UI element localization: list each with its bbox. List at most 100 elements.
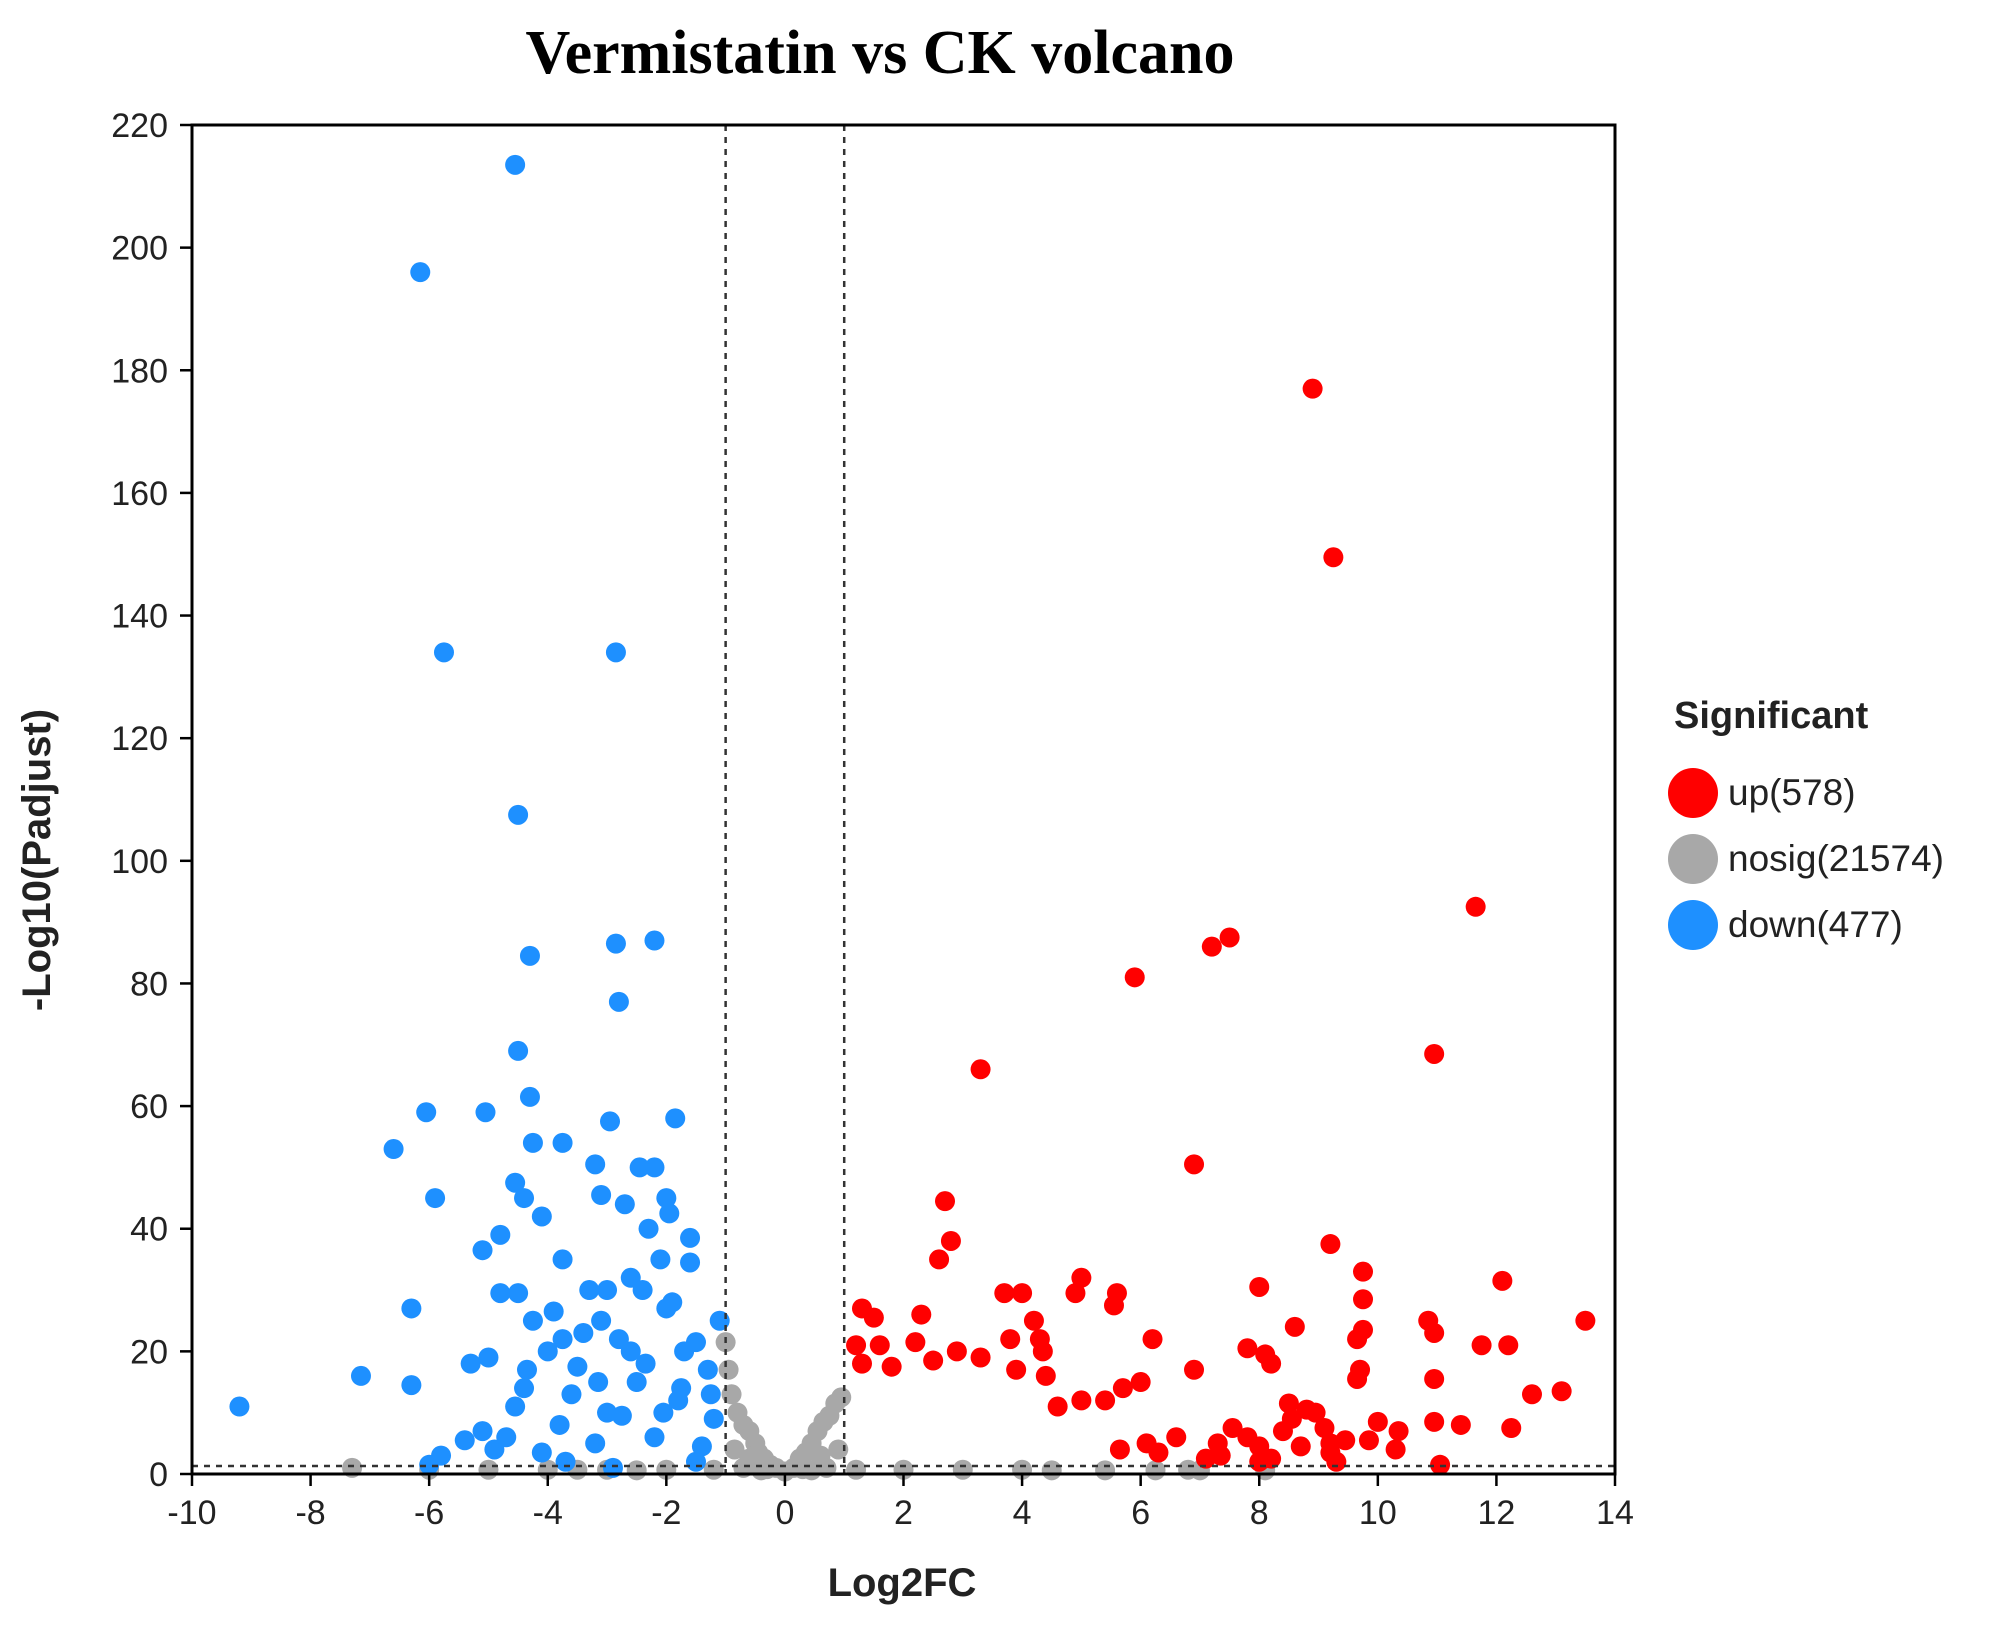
point-up [1124, 967, 1145, 988]
point-down [472, 1421, 493, 1442]
point-down [350, 1365, 371, 1386]
legend-item-down[interactable]: down(477) [1668, 892, 1944, 958]
point-up [1222, 1418, 1243, 1439]
point-down [229, 1396, 250, 1417]
point-nosig [846, 1459, 867, 1480]
point-up [1035, 1365, 1056, 1386]
y-axis-label: -Log10(Padjust) [15, 709, 59, 1011]
point-up [1501, 1418, 1522, 1439]
point-down [591, 1310, 612, 1331]
y-tick-label: 220 [111, 107, 168, 145]
legend-label-nosig: nosig(21574) [1728, 838, 1944, 879]
point-up [1166, 1427, 1187, 1448]
point-up [905, 1332, 926, 1353]
point-up [1237, 1338, 1258, 1359]
point-down [626, 1372, 647, 1393]
x-tick-label: 0 [775, 1494, 794, 1532]
point-up [1071, 1390, 1092, 1411]
point-up [1000, 1329, 1021, 1350]
point-down [454, 1430, 475, 1451]
point-up [869, 1335, 890, 1356]
legend-swatch-up [1668, 768, 1718, 818]
point-down [472, 1240, 493, 1261]
point-down [552, 1329, 573, 1350]
point-nosig [626, 1460, 647, 1481]
point-up [1385, 1439, 1406, 1460]
point-up [946, 1341, 967, 1362]
legend-item-up[interactable]: up(578) [1668, 760, 1944, 826]
point-up [881, 1356, 902, 1377]
point-up [1130, 1372, 1151, 1393]
point-down [490, 1283, 511, 1304]
x-tick-label: 14 [1596, 1494, 1634, 1532]
legend-swatch-nosig [1668, 834, 1718, 884]
point-down [608, 991, 629, 1012]
point-nosig [718, 1359, 739, 1380]
point-down [611, 1405, 632, 1426]
point-down [662, 1292, 683, 1313]
point-down [505, 1172, 526, 1193]
point-down [703, 1408, 724, 1429]
point-up [1095, 1390, 1116, 1411]
point-up [1210, 1445, 1231, 1466]
point-up [1575, 1310, 1596, 1331]
y-tick-label: 120 [111, 720, 168, 758]
point-up [846, 1335, 867, 1356]
point-down [549, 1414, 570, 1435]
point-nosig [828, 1439, 849, 1460]
point-down [644, 930, 665, 951]
point-down [531, 1206, 552, 1227]
point-up [1201, 936, 1222, 957]
x-tick-label: -2 [651, 1494, 681, 1532]
point-up [1302, 378, 1323, 399]
point-down [659, 1203, 680, 1224]
point-up [1281, 1408, 1302, 1429]
point-up [1006, 1359, 1027, 1380]
y-tick-label: 200 [111, 230, 168, 268]
point-up [1071, 1267, 1092, 1288]
point-up [1335, 1430, 1356, 1451]
y-tick-label: 80 [130, 965, 168, 1003]
x-tick-label: 10 [1359, 1494, 1397, 1532]
point-down [650, 1249, 671, 1270]
point-down [638, 1218, 659, 1239]
point-up [1424, 1322, 1445, 1343]
point-down [425, 1188, 446, 1209]
point-nosig [724, 1439, 745, 1460]
point-down [401, 1375, 422, 1396]
point-up [1290, 1436, 1311, 1457]
x-tick-label: 8 [1250, 1494, 1269, 1532]
point-up [1320, 1234, 1341, 1255]
point-down [416, 1102, 437, 1123]
legend-item-nosig[interactable]: nosig(21574) [1668, 826, 1944, 892]
point-down [410, 262, 431, 283]
point-up [1195, 1448, 1216, 1469]
point-up [923, 1350, 944, 1371]
point-down [552, 1249, 573, 1270]
point-down [691, 1436, 712, 1457]
point-down [665, 1108, 686, 1129]
legend-swatch-down [1668, 900, 1718, 950]
legend-label-down: down(477) [1728, 904, 1903, 945]
point-down [561, 1384, 582, 1405]
point-down [543, 1301, 564, 1322]
point-up [1498, 1335, 1519, 1356]
point-down [635, 1353, 656, 1374]
point-down [644, 1157, 665, 1178]
point-up [1112, 1378, 1133, 1399]
point-up [911, 1304, 932, 1325]
point-nosig [751, 1460, 772, 1481]
point-down [700, 1384, 721, 1405]
point-up [1465, 896, 1486, 917]
point-down [460, 1353, 481, 1374]
point-down [531, 1442, 552, 1463]
point-up [1142, 1329, 1163, 1350]
y-tick-label: 160 [111, 475, 168, 513]
point-down [401, 1298, 422, 1319]
point-nosig [703, 1459, 724, 1480]
point-up [935, 1191, 956, 1212]
point-down [508, 1283, 529, 1304]
point-down [431, 1445, 452, 1466]
point-down [555, 1451, 576, 1472]
